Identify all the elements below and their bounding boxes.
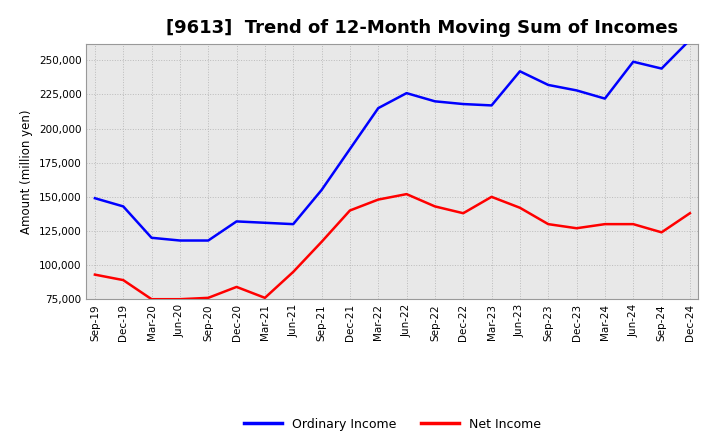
Ordinary Income	[346, 147, 354, 152]
Net Income	[572, 226, 581, 231]
Ordinary Income	[572, 88, 581, 93]
Ordinary Income	[431, 99, 439, 104]
Line: Ordinary Income: Ordinary Income	[95, 40, 690, 241]
Ordinary Income	[233, 219, 241, 224]
Net Income	[204, 295, 212, 301]
Ordinary Income	[516, 69, 524, 74]
Net Income	[148, 297, 156, 302]
Net Income	[487, 194, 496, 199]
Ordinary Income	[629, 59, 637, 64]
Net Income	[261, 295, 269, 301]
Ordinary Income	[459, 101, 467, 106]
Ordinary Income	[600, 96, 609, 101]
Ordinary Income	[91, 195, 99, 201]
Net Income	[289, 269, 297, 275]
Ordinary Income	[148, 235, 156, 240]
Ordinary Income	[402, 91, 411, 96]
Net Income	[119, 278, 127, 283]
Ordinary Income	[176, 238, 184, 243]
Ordinary Income	[544, 82, 552, 88]
Ordinary Income	[318, 187, 326, 193]
Line: Net Income: Net Income	[95, 194, 690, 299]
Ordinary Income	[119, 204, 127, 209]
Net Income	[600, 221, 609, 227]
Net Income	[544, 221, 552, 227]
Ordinary Income	[685, 37, 694, 43]
Legend: Ordinary Income, Net Income: Ordinary Income, Net Income	[239, 413, 546, 436]
Net Income	[374, 197, 382, 202]
Y-axis label: Amount (million yen): Amount (million yen)	[20, 110, 33, 234]
Net Income	[318, 239, 326, 245]
Ordinary Income	[204, 238, 212, 243]
Net Income	[629, 221, 637, 227]
Net Income	[459, 211, 467, 216]
Ordinary Income	[487, 103, 496, 108]
Net Income	[516, 205, 524, 210]
Ordinary Income	[657, 66, 666, 71]
Net Income	[346, 208, 354, 213]
Net Income	[233, 284, 241, 290]
Net Income	[685, 211, 694, 216]
Net Income	[657, 230, 666, 235]
Net Income	[91, 272, 99, 277]
Ordinary Income	[289, 221, 297, 227]
Net Income	[431, 204, 439, 209]
Ordinary Income	[374, 106, 382, 111]
Text: [9613]  Trend of 12-Month Moving Sum of Incomes: [9613] Trend of 12-Month Moving Sum of I…	[166, 19, 678, 37]
Net Income	[176, 297, 184, 302]
Net Income	[402, 191, 411, 197]
Ordinary Income	[261, 220, 269, 225]
